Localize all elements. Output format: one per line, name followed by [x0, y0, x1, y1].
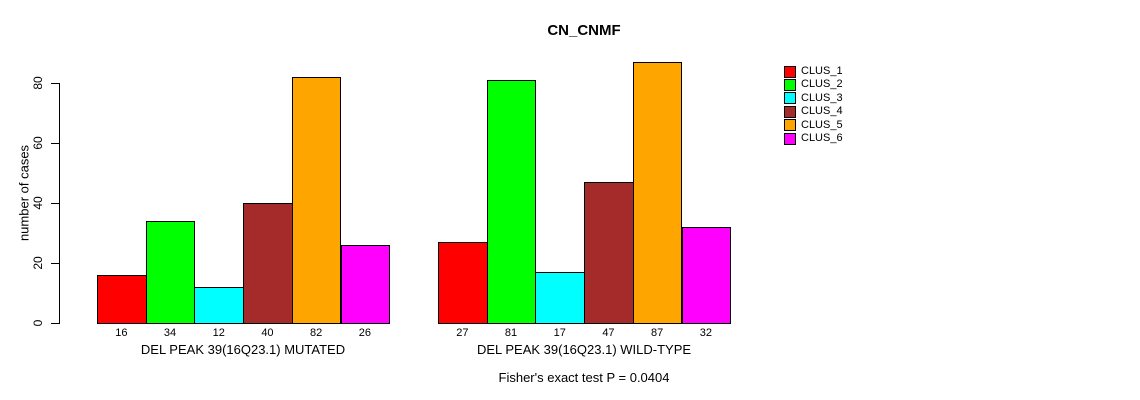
legend-label: CLUS_6: [801, 132, 843, 144]
legend-label: CLUS_1: [801, 65, 843, 77]
bar-value-label: 40: [261, 327, 274, 339]
legend-label: CLUS_3: [801, 91, 843, 104]
y-axis-tick-label: 20: [31, 256, 45, 270]
legend-label: CLUS_4: [801, 105, 843, 118]
legend-item-clus_4: CLUS_4: [784, 105, 843, 118]
bar-value-label: 82: [310, 327, 323, 339]
bar-value-label: 81: [504, 327, 518, 339]
legend-swatch-icon: [784, 132, 796, 145]
bar-clus_5-group2: [632, 62, 683, 324]
group-label-mutated: DEL PEAK 39(16Q23.1) MUTATED: [140, 342, 346, 357]
bar-value-label: 27: [456, 327, 469, 339]
bar-clus_2-group1: [145, 221, 196, 324]
legend-item-clus_5: CLUS_5: [784, 118, 843, 132]
legend-label: CLUS_5: [801, 118, 843, 131]
bar-clus_5-group1: [291, 77, 342, 324]
y-axis-tick-label: 60: [31, 136, 45, 150]
bar-value-label: 12: [212, 327, 225, 339]
legend-swatch-icon: [784, 65, 796, 78]
bar-value-label: 17: [553, 327, 566, 339]
bar-clus_4-group2: [584, 182, 634, 324]
statistical-test-footnote: Fisher's exact test P = 0.0404: [498, 370, 670, 385]
y-axis-tick-label: 0: [31, 319, 45, 327]
legend-item-clus_1: CLUS_1: [784, 65, 843, 78]
bar-clus_6-group1: [340, 245, 391, 324]
y-axis-tick: [51, 143, 59, 144]
y-axis-tick: [51, 263, 59, 264]
legend-swatch-icon: [784, 119, 796, 132]
y-axis-tick-label: 80: [31, 76, 45, 90]
bar-clus_6-group2: [681, 227, 732, 324]
legend-label: CLUS_2: [801, 78, 843, 91]
bar-value-label: 26: [358, 327, 371, 339]
bar-clus_4-group1: [243, 203, 293, 324]
bar-value-label: 32: [699, 327, 712, 339]
legend-item-clus_6: CLUS_6: [784, 132, 843, 145]
y-axis-tick-label: 40: [31, 196, 45, 210]
bar-value-label: 16: [115, 327, 128, 339]
y-axis-tick: [51, 83, 59, 84]
legend-swatch-icon: [784, 78, 796, 91]
bar-value-label: 47: [602, 327, 615, 339]
bar-clus_1-group2: [438, 242, 488, 324]
group-label-wild-type: DEL PEAK 39(16Q23.1) WILD-TYPE: [476, 342, 692, 357]
bar-clus_1-group1: [97, 275, 147, 324]
legend-swatch-icon: [784, 105, 796, 118]
legend-item-clus_3: CLUS_3: [784, 91, 843, 105]
chart-title: CN_CNMF: [547, 22, 621, 39]
legend-swatch-icon: [784, 92, 796, 105]
legend-item-clus_2: CLUS_2: [784, 78, 843, 91]
y-axis-tick: [51, 203, 59, 204]
bar-clus_2-group2: [486, 80, 537, 324]
bar-clus_3-group1: [194, 287, 245, 324]
bar-value-label: 87: [651, 327, 664, 339]
bar-clus_3-group2: [535, 272, 586, 324]
bar-value-label: 34: [163, 327, 177, 339]
y-axis-label: number of cases: [16, 144, 32, 242]
y-axis-tick: [51, 323, 59, 324]
y-axis-line: [59, 83, 60, 324]
